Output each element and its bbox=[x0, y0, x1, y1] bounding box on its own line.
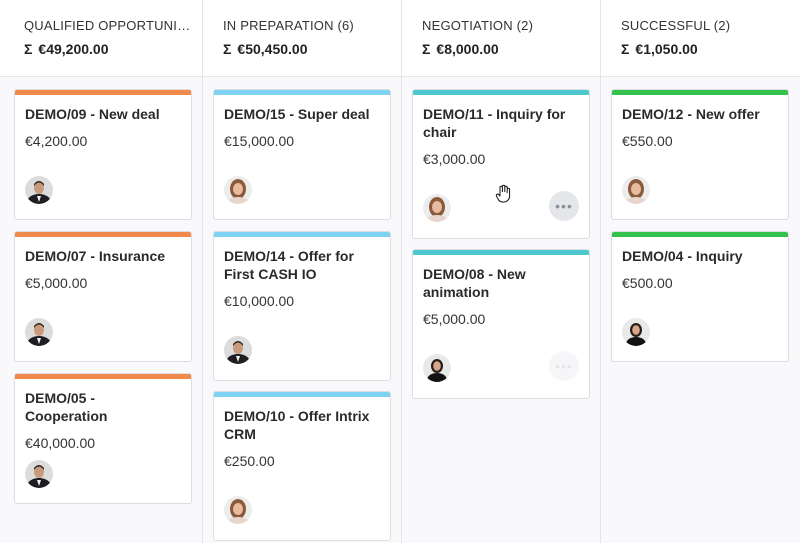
card-amount: €4,200.00 bbox=[25, 133, 88, 149]
woman-avatar[interactable] bbox=[224, 176, 252, 204]
column-sum-value: €8,000.00 bbox=[436, 41, 499, 57]
card-amount: €550.00 bbox=[622, 133, 673, 149]
column-title: IN PREPARATION (6) bbox=[223, 18, 354, 33]
column-negotiation: NEGOTIATION (2) Σ €8,000.00 bbox=[401, 0, 600, 543]
sigma-symbol: Σ bbox=[422, 41, 431, 57]
card-amount: €500.00 bbox=[622, 275, 673, 291]
woman-avatar[interactable] bbox=[622, 176, 650, 204]
deal-card-demo-04[interactable]: DEMO/04 - Inquiry €500.00 bbox=[611, 231, 789, 362]
card-title: DEMO/11 - Inquiry for chair bbox=[423, 106, 566, 140]
deal-card-demo-11[interactable]: DEMO/11 - Inquiry for chair €3,000.00 ••… bbox=[412, 89, 590, 239]
sigma-symbol: Σ bbox=[24, 41, 33, 57]
card-amount: €250.00 bbox=[224, 453, 275, 469]
card-amount: €40,000.00 bbox=[25, 435, 96, 451]
sigma-symbol: Σ bbox=[621, 41, 630, 57]
column-title: NEGOTIATION (2) bbox=[422, 18, 534, 33]
card-status-bar bbox=[612, 232, 788, 237]
column-sum: Σ €49,200.00 bbox=[24, 41, 192, 57]
column-sum: Σ €8,000.00 bbox=[422, 41, 590, 57]
column-in-preparation: IN PREPARATION (6) Σ €50,450.00 bbox=[202, 0, 401, 543]
woman-avatar[interactable] bbox=[224, 496, 252, 524]
column-sum: Σ €50,450.00 bbox=[223, 41, 391, 57]
deal-card-demo-12[interactable]: DEMO/12 - New offer €550.00 bbox=[611, 89, 789, 220]
card-title: DEMO/15 - Super deal bbox=[224, 106, 370, 122]
column-header[interactable]: SUCCESSFUL (2) Σ €1,050.00 bbox=[601, 0, 800, 77]
column-qualified-opportunities: QUALIFIED OPPORTUNIT... Σ €49,200.00 bbox=[0, 0, 202, 543]
column-header[interactable]: QUALIFIED OPPORTUNIT... Σ €49,200.00 bbox=[0, 0, 202, 77]
man-avatar[interactable] bbox=[224, 336, 252, 364]
card-status-bar bbox=[214, 392, 390, 397]
card-status-bar bbox=[214, 90, 390, 95]
deal-card-demo-14[interactable]: DEMO/14 - Offer for First CASH IO €10,00… bbox=[213, 231, 391, 381]
card-title: DEMO/04 - Inquiry bbox=[622, 248, 743, 264]
card-amount: €10,000.00 bbox=[224, 293, 295, 309]
woman-dark-avatar[interactable] bbox=[622, 318, 650, 346]
more-options-button[interactable]: ••• bbox=[549, 191, 579, 221]
card-status-bar bbox=[413, 250, 589, 255]
woman-dark-avatar[interactable] bbox=[423, 354, 451, 382]
woman-avatar[interactable] bbox=[423, 194, 451, 222]
hand-cursor-icon bbox=[495, 184, 511, 203]
card-amount: €15,000.00 bbox=[224, 133, 295, 149]
sigma-symbol: Σ bbox=[223, 41, 232, 57]
deal-card-demo-07[interactable]: DEMO/07 - Insurance €5,000.00 bbox=[14, 231, 192, 362]
man-avatar[interactable] bbox=[25, 460, 53, 488]
card-title: DEMO/08 - New animation bbox=[423, 266, 526, 300]
column-successful: SUCCESSFUL (2) Σ €1,050.00 bbox=[600, 0, 800, 543]
more-options-button[interactable]: ••• bbox=[549, 351, 579, 381]
card-amount: €5,000.00 bbox=[423, 311, 486, 327]
column-sum-value: €50,450.00 bbox=[237, 41, 308, 57]
card-status-bar bbox=[15, 90, 191, 95]
deal-card-demo-09[interactable]: DEMO/09 - New deal €4,200.00 bbox=[14, 89, 192, 220]
card-status-bar bbox=[413, 90, 589, 95]
column-header[interactable]: NEGOTIATION (2) Σ €8,000.00 bbox=[402, 0, 600, 77]
card-title: DEMO/09 - New deal bbox=[25, 106, 160, 122]
deal-card-demo-15[interactable]: DEMO/15 - Super deal €15,000.00 bbox=[213, 89, 391, 220]
deal-card-demo-10[interactable]: DEMO/10 - Offer Intrix CRM €250.00 bbox=[213, 391, 391, 541]
column-sum-value: €1,050.00 bbox=[635, 41, 698, 57]
card-status-bar bbox=[214, 232, 390, 237]
card-amount: €5,000.00 bbox=[25, 275, 88, 291]
card-title: DEMO/07 - Insurance bbox=[25, 248, 166, 264]
column-title: SUCCESSFUL (2) bbox=[621, 18, 731, 33]
card-title: DEMO/12 - New offer bbox=[622, 106, 760, 122]
card-title: DEMO/05 - Cooperation bbox=[25, 390, 108, 424]
deal-card-demo-08[interactable]: DEMO/08 - New animation €5,000.00 ••• bbox=[412, 249, 590, 399]
column-title: QUALIFIED OPPORTUNIT... bbox=[24, 18, 192, 33]
card-amount: €3,000.00 bbox=[423, 151, 486, 167]
column-sum: Σ €1,050.00 bbox=[621, 41, 790, 57]
card-title: DEMO/14 - Offer for First CASH IO bbox=[224, 248, 354, 282]
man-avatar[interactable] bbox=[25, 176, 53, 204]
card-status-bar bbox=[15, 374, 191, 379]
card-title: DEMO/10 - Offer Intrix CRM bbox=[224, 408, 370, 442]
card-status-bar bbox=[15, 232, 191, 237]
deal-card-demo-05[interactable]: DEMO/05 - Cooperation €40,000.00 bbox=[14, 373, 192, 504]
card-status-bar bbox=[612, 90, 788, 95]
column-header[interactable]: IN PREPARATION (6) Σ €50,450.00 bbox=[203, 0, 401, 77]
man-avatar[interactable] bbox=[25, 318, 53, 346]
column-sum-value: €49,200.00 bbox=[38, 41, 109, 57]
